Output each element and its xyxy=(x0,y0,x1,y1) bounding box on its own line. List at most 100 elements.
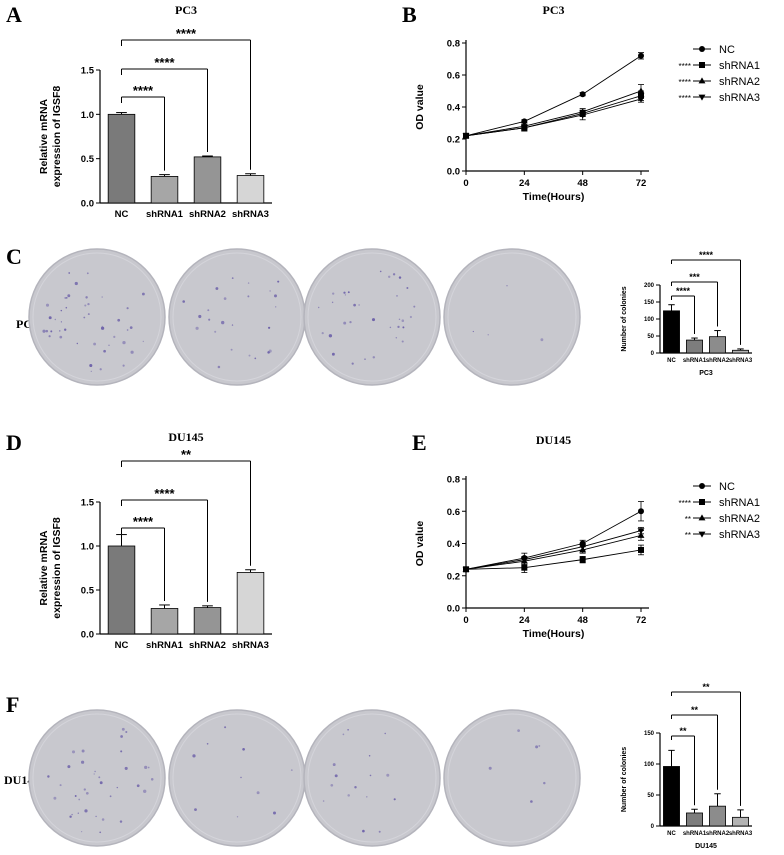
legend-label: shRNA2 xyxy=(719,513,760,525)
x-tick-label: shRNA1 xyxy=(683,358,707,364)
colony-dot xyxy=(194,808,197,811)
colony-dot xyxy=(368,755,371,757)
chart-e: DU145 0.0 0.2 0.4 0.6 0.8 0 24 48 72 Time(Hours) OD… xyxy=(414,433,760,640)
colony-dot xyxy=(398,276,402,279)
colony-dot xyxy=(248,354,251,357)
chart-a: PC3 0.0 0.5 1.0 1.5 NC shRNA1 shRNA2 shRNA3 Relat… xyxy=(38,3,272,220)
colony-dot xyxy=(214,330,217,333)
panel-label-b: B xyxy=(402,2,417,27)
colony-dot xyxy=(349,320,352,324)
legend-sig-label: **** xyxy=(679,499,691,508)
y-tick-label: 0.5 xyxy=(81,154,95,165)
colony-dot xyxy=(389,326,392,329)
colony-dot xyxy=(99,781,103,785)
colony-dot xyxy=(81,749,85,753)
x-axis-label: DU145 xyxy=(695,843,717,850)
colony-dot xyxy=(332,763,336,767)
colony-dot xyxy=(223,297,227,300)
dish-rim xyxy=(447,713,577,843)
colony-dot xyxy=(256,791,260,795)
colony-dot xyxy=(53,796,57,800)
colony-dot xyxy=(353,303,356,307)
y-tick-label: 150 xyxy=(644,300,655,306)
y-tick-label: 0.0 xyxy=(447,167,460,178)
colony-dot xyxy=(124,766,128,770)
colony-dot xyxy=(217,365,221,369)
x-tick-label: shRNA2 xyxy=(706,358,730,364)
series-line-shrna1 xyxy=(465,549,642,570)
legend-sig-label: **** xyxy=(679,94,691,103)
legend-label: NC xyxy=(719,481,735,493)
colony-dot xyxy=(254,357,257,360)
colony-dot xyxy=(406,287,409,289)
colony-dot xyxy=(150,778,154,781)
y-tick-label: 1.5 xyxy=(81,66,95,77)
legend-label: shRNA3 xyxy=(719,92,760,104)
colony-dot xyxy=(48,335,51,338)
legend-label: shRNA1 xyxy=(719,60,760,72)
colony-dot xyxy=(116,786,119,789)
legend-sig-label: **** xyxy=(679,78,691,87)
chart-b: PC3 0.0 0.2 0.4 0.6 0.8 0 24 48 72 Time(Hours) OD v… xyxy=(414,3,760,203)
data-point-shrna2 xyxy=(637,531,645,538)
colony-dot xyxy=(192,754,196,758)
colony-dot xyxy=(101,296,103,298)
y-tick-label: 100 xyxy=(644,762,655,768)
bar-nc xyxy=(107,545,136,635)
panel-label-f: F xyxy=(6,692,19,717)
colony-dot xyxy=(81,760,85,764)
colony-dot xyxy=(409,315,412,319)
bar-nc xyxy=(663,766,680,827)
y-axis-label: OD value xyxy=(414,84,426,130)
series-line-nc xyxy=(465,55,642,137)
colony-dot xyxy=(488,766,492,770)
colony-dot xyxy=(318,306,320,309)
series-line-shrna1 xyxy=(465,95,642,137)
colony-dot xyxy=(59,784,62,787)
colony-dot xyxy=(366,796,368,798)
colony-dot xyxy=(535,745,539,749)
colony-dot xyxy=(540,338,544,342)
panel-label-e: E xyxy=(412,430,427,455)
colony-dot xyxy=(351,362,354,365)
colony-dot xyxy=(126,307,129,310)
bar-nc xyxy=(107,113,136,204)
x-tick-label: 24 xyxy=(519,615,530,626)
colony-dot xyxy=(84,809,88,813)
y-axis-label: Number of colonies xyxy=(621,286,628,351)
colony-dot xyxy=(240,776,242,779)
culture-dish-shrna3 xyxy=(443,248,581,386)
bar-shrna2 xyxy=(193,156,222,204)
colony-dot xyxy=(67,765,71,769)
data-point-shrna3 xyxy=(637,528,645,535)
colony-dot xyxy=(85,791,89,795)
colony-dot xyxy=(47,775,50,778)
data-point-shrna3 xyxy=(462,133,470,140)
y-axis-label: Relative mRNA xyxy=(38,98,50,174)
colony-dot xyxy=(120,750,123,753)
data-point-shrna3 xyxy=(462,566,470,573)
y-tick-label: 100 xyxy=(644,317,655,323)
data-point-shrna1 xyxy=(521,564,528,571)
y-tick-label: 0.0 xyxy=(81,630,94,641)
dish-rim xyxy=(307,713,437,843)
y-tick-label: 0.8 xyxy=(447,39,460,50)
bar-shrna1 xyxy=(150,175,179,204)
colony-dot xyxy=(69,815,72,818)
colony-dot xyxy=(398,318,401,321)
x-tick-label: NC xyxy=(667,358,676,364)
y-tick-label: 0.6 xyxy=(447,71,460,82)
colony-dot xyxy=(143,789,147,793)
colony-dot xyxy=(120,735,123,738)
data-point-shrna3 xyxy=(520,557,528,564)
colony-dot xyxy=(342,733,345,736)
colony-dot xyxy=(89,363,93,368)
colony-dot xyxy=(362,829,365,833)
legend-marker-nc xyxy=(699,46,705,52)
colony-dot xyxy=(59,335,63,339)
colony-dot xyxy=(322,800,325,802)
colony-dot xyxy=(277,280,280,283)
data-point-nc xyxy=(638,52,644,59)
colony-dot xyxy=(117,318,121,322)
